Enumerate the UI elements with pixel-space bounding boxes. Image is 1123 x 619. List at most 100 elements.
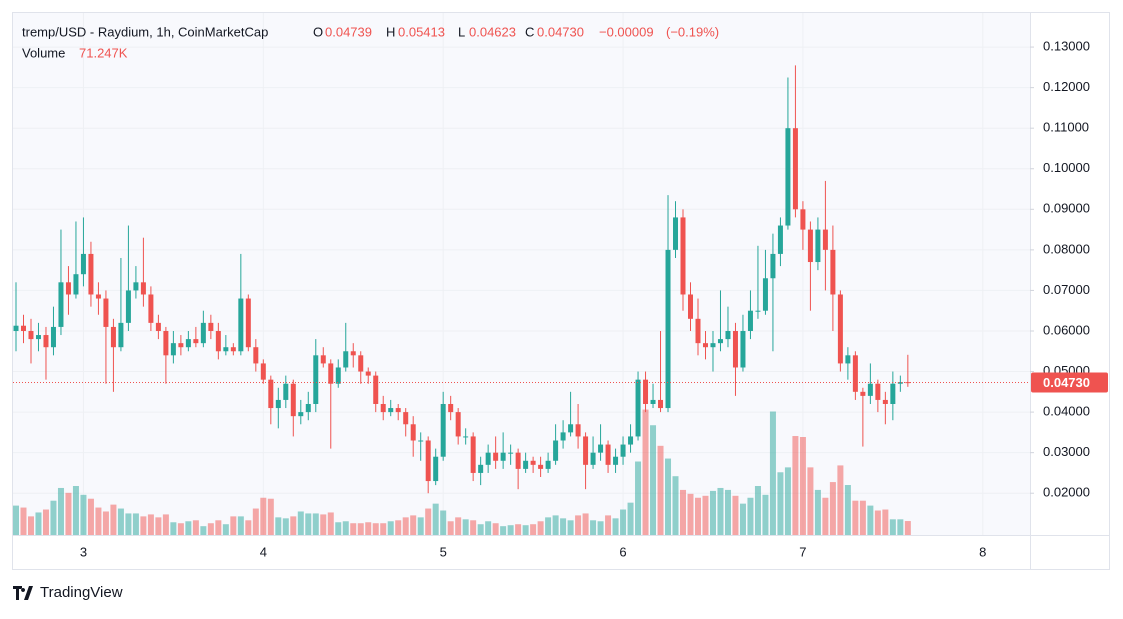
volume-bar <box>889 519 896 535</box>
volume-bar <box>762 494 769 535</box>
volume-bar <box>387 521 394 535</box>
candle-body <box>13 325 19 331</box>
volume-bar <box>282 518 289 535</box>
candle-body <box>478 464 484 473</box>
x-tick-label: 3 <box>80 544 87 559</box>
candle-body <box>807 229 813 263</box>
volume-bar <box>852 500 859 535</box>
volume-bar <box>87 498 94 535</box>
candle-body <box>358 355 364 372</box>
volume-bar <box>867 505 874 535</box>
candle-body <box>867 383 873 396</box>
volume-bar <box>777 472 784 535</box>
volume-value: 71.247K <box>79 45 128 60</box>
candle-body <box>425 440 431 482</box>
volume-bar <box>709 490 716 535</box>
volume-bar <box>455 517 462 535</box>
volume-bar <box>335 522 342 535</box>
candle-body <box>613 456 619 465</box>
volume-bar <box>672 476 679 535</box>
volume-bar <box>402 517 409 535</box>
candle-body <box>680 217 686 295</box>
candle-body <box>103 298 109 327</box>
volume-bar <box>132 513 139 535</box>
volume-bar <box>530 524 537 535</box>
candle-body <box>882 399 888 404</box>
candle-body <box>822 229 828 250</box>
volume-bar <box>192 520 199 535</box>
candle-body <box>560 432 566 441</box>
candle-body <box>373 375 379 404</box>
candle-body <box>418 440 424 442</box>
volume-bar <box>694 497 701 535</box>
volume-bar <box>829 482 836 535</box>
volume-bar <box>874 510 881 535</box>
brand-logo[interactable]: TradingView <box>13 584 123 601</box>
candle-body <box>470 436 476 473</box>
volume-bar <box>515 524 522 535</box>
candle-body <box>740 330 746 368</box>
candle-body <box>305 403 311 413</box>
candle-body <box>598 444 604 453</box>
legend-value: 0.04623 <box>469 24 516 39</box>
volume-bar <box>80 494 87 535</box>
candle-body <box>860 391 866 396</box>
volume-bar <box>552 515 559 535</box>
volume-bar <box>50 500 57 535</box>
candle-body <box>403 412 409 425</box>
volume-bar <box>162 514 169 535</box>
candle-body <box>635 379 641 437</box>
candle-body <box>133 282 139 291</box>
candle-body <box>777 225 783 254</box>
volume-bar <box>342 521 349 535</box>
last-price-label: 0.04730 <box>1043 375 1090 390</box>
volume-bar <box>65 492 72 535</box>
y-tick-label: 0.11000 <box>1043 120 1089 135</box>
volume-bar <box>177 523 184 535</box>
candle-body <box>260 363 266 380</box>
legend-value: 0.04730 <box>537 24 584 39</box>
candle-body <box>50 326 56 348</box>
candle-body <box>155 322 161 331</box>
legend-key: C <box>525 24 534 39</box>
volume-bar <box>312 513 319 535</box>
volume-bar <box>462 519 469 535</box>
candle-body <box>688 294 694 319</box>
x-tick-label: 7 <box>799 544 806 559</box>
volume-bar <box>650 425 657 535</box>
volume-bar <box>567 520 574 535</box>
legend-change: −0.00009 <box>599 24 654 39</box>
volume-bar <box>432 503 439 535</box>
candle-body <box>320 355 326 364</box>
volume-bar <box>620 509 627 535</box>
candle-body <box>837 294 843 364</box>
candle-body <box>350 351 356 356</box>
volume-bar <box>12 505 19 535</box>
candle-body <box>275 399 281 409</box>
volume-bar <box>605 515 612 535</box>
x-tick-label: 8 <box>979 544 986 559</box>
volume-bar <box>627 502 634 535</box>
candle-body <box>395 408 401 413</box>
volume-bar <box>612 518 619 535</box>
candle-body <box>343 351 349 368</box>
volume-bar <box>522 525 529 535</box>
candle-body <box>852 355 858 392</box>
volume-bar <box>590 520 597 535</box>
candle-body <box>20 325 26 331</box>
candle-body <box>35 335 41 340</box>
volume-bar <box>185 521 192 535</box>
candle-body <box>245 298 251 348</box>
candle-body <box>410 424 416 441</box>
candle-body <box>792 128 798 210</box>
candle-body <box>830 249 836 295</box>
y-tick-label: 0.12000 <box>1043 79 1090 94</box>
volume-bar <box>425 508 432 535</box>
candle-body <box>200 322 206 344</box>
candle-body <box>628 436 634 445</box>
volume-bar <box>814 489 821 535</box>
volume-bar <box>147 514 154 535</box>
candle-body <box>185 339 191 348</box>
candle-body <box>508 452 514 454</box>
